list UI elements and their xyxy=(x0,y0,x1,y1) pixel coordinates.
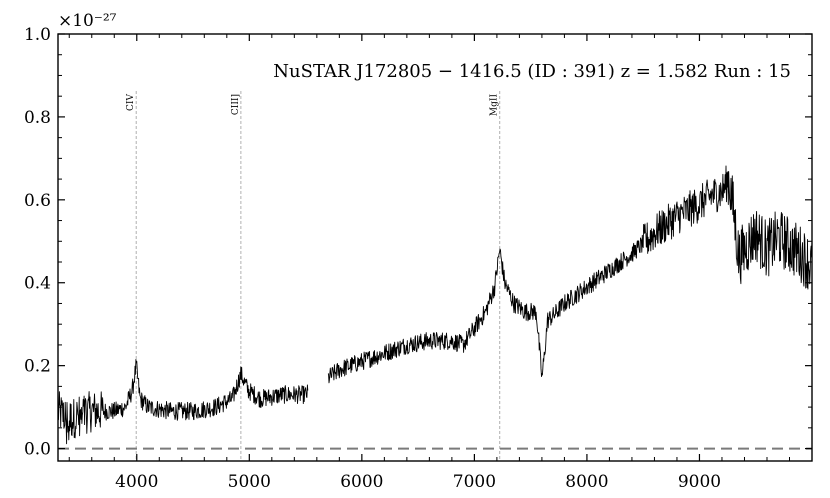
x-tick-label: 8000 xyxy=(565,472,608,492)
spectrum-line-segment xyxy=(327,165,813,384)
y-tick-label: 0.2 xyxy=(24,357,51,377)
y-axis: 0.0 0.2 0.4 0.6 0.8 1.0 xyxy=(24,25,812,460)
emission-line-markers: CIV CIII] MgII xyxy=(126,91,501,461)
x-tick-label: 4000 xyxy=(115,472,158,492)
emission-line-label: CIII] xyxy=(231,94,241,115)
emission-line-label: CIV xyxy=(126,94,136,111)
y-tick-label: 0.8 xyxy=(24,108,51,128)
plot-frame xyxy=(57,33,813,462)
y-tick-label: 0.6 xyxy=(24,191,51,211)
y-tick-label: 0.0 xyxy=(24,440,51,460)
x-tick-label: 5000 xyxy=(228,472,271,492)
spectrum-line-segment xyxy=(57,359,309,445)
x-tick-label: 7000 xyxy=(453,472,496,492)
chart-title: NuSTAR J172805 − 1416.5 (ID : 391) z = 1… xyxy=(273,61,791,82)
y-scale-factor-label: ×10⁻²⁷ xyxy=(58,11,117,31)
y-tick-label: 1.0 xyxy=(24,25,51,45)
x-tick-label: 9000 xyxy=(678,472,721,492)
emission-line-label: MgII xyxy=(490,94,500,117)
spectrum-series xyxy=(57,165,813,445)
x-axis: 4000 5000 6000 7000 8000 9000 xyxy=(68,34,790,492)
y-tick-label: 0.4 xyxy=(24,274,51,294)
x-tick-label: 6000 xyxy=(340,472,383,492)
